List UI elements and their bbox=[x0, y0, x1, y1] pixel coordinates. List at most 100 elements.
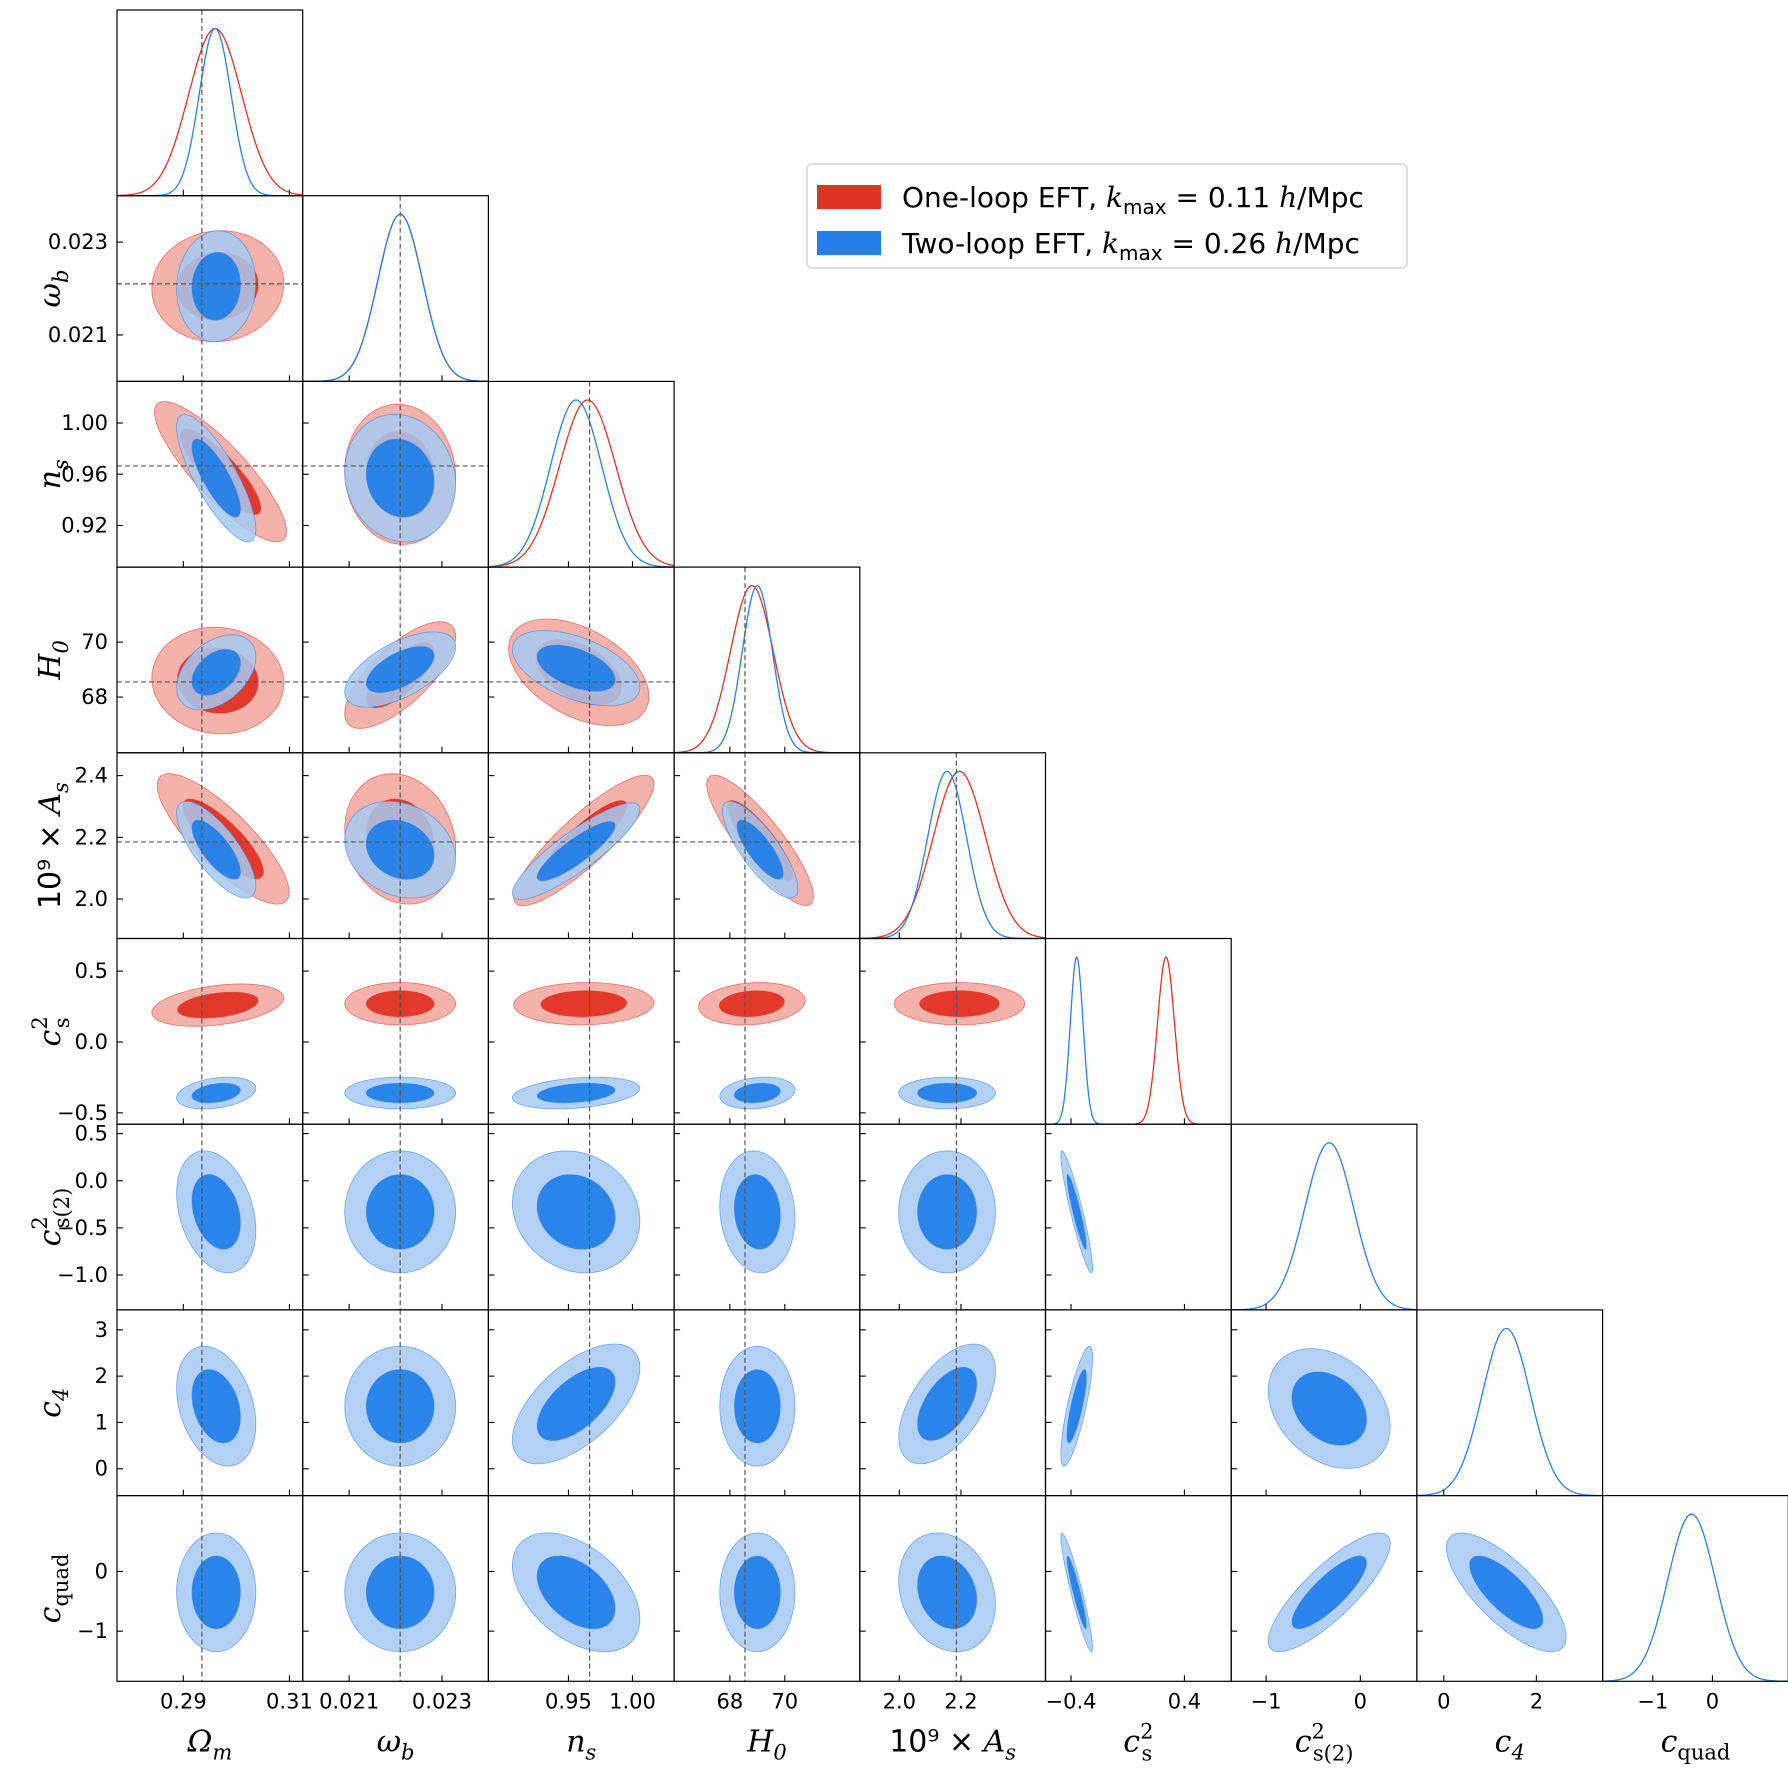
x-tick-label-as: 2.0 bbox=[883, 1689, 916, 1713]
panel-frame bbox=[1230, 1123, 1418, 1311]
panel-plot-area bbox=[719, 1124, 796, 1310]
panel-wb-wb bbox=[302, 195, 490, 382]
y-tick-label-cs2: 0.0 bbox=[75, 1169, 108, 1193]
y-tick-label-cs: 0.0 bbox=[75, 1030, 108, 1054]
marginal-curve-oneloopeft-wb bbox=[302, 213, 489, 382]
y-tick-label-cs2: −0.5 bbox=[57, 1216, 108, 1240]
panel-plot-area bbox=[344, 1309, 457, 1496]
panel-plot-area bbox=[893, 938, 1026, 1125]
legend: One-loop EFT, kmax = 0.11 h/Mpc Two-loop … bbox=[806, 163, 1408, 269]
y-tick-label-as: 2.2 bbox=[75, 825, 108, 849]
panel-wb-as bbox=[302, 752, 490, 940]
x-tick-label-wb: 0.021 bbox=[319, 1689, 379, 1713]
contour-68-twoloopeft-cs-cq bbox=[1066, 1555, 1087, 1629]
y-tick-label-ns: 0.92 bbox=[61, 513, 108, 537]
y-tick-label-h0: 68 bbox=[81, 685, 108, 709]
x-axis-title-cs: c2 s bbox=[1123, 1719, 1153, 1765]
panel-ns-ns bbox=[487, 380, 675, 568]
marginal-curve-oneloopeft-om bbox=[117, 27, 303, 196]
panel-om-cs: −0.5 0.0 0.5 c2s bbox=[28, 937, 304, 1125]
y-tick-label-cs: 0.5 bbox=[75, 959, 108, 983]
panel-h0-c4 bbox=[673, 1309, 861, 1497]
contour-68-twoloopeft-om-ns bbox=[191, 438, 241, 518]
y-tick-label-cq: 0 bbox=[95, 1559, 108, 1583]
panel-cq-cq: −1 0 cquad bbox=[1601, 1494, 1788, 1764]
panel-plot-area bbox=[151, 938, 285, 1125]
panel-wb-cs bbox=[302, 937, 490, 1125]
x-axis-title-wb: ωb bbox=[377, 1724, 415, 1764]
panel-frame bbox=[487, 380, 675, 568]
panel-plot-area bbox=[511, 1309, 641, 1496]
y-tick-label-cs: −0.5 bbox=[57, 1101, 108, 1125]
x-tick-label-ns: 1.00 bbox=[609, 1689, 656, 1713]
panel-h0-cs2 bbox=[673, 1123, 861, 1311]
panel-frame bbox=[302, 195, 490, 382]
y-tick-label-as: 2.4 bbox=[75, 764, 108, 788]
panel-plot-area bbox=[302, 195, 489, 382]
marginal-curve-twoloopeft-cs2 bbox=[1231, 1142, 1417, 1310]
panel-as-cq: 2.0 2.2 10⁹ × As bbox=[859, 1494, 1047, 1764]
panel-plot-area bbox=[1416, 1327, 1603, 1496]
y-tick-label-c4: 3 bbox=[95, 1318, 108, 1342]
panel-ns-c4 bbox=[487, 1309, 675, 1497]
panel-plot-area bbox=[117, 567, 303, 753]
panel-plot-area bbox=[1267, 1532, 1391, 1653]
panel-plot-area bbox=[898, 1309, 996, 1496]
panel-om-ns: 0.92 0.96 1.00 ns bbox=[33, 380, 304, 568]
contour-68-twoloopeft-cs2-cq bbox=[1291, 1555, 1367, 1630]
panel-frame bbox=[673, 566, 861, 754]
marginal-curve-twoloopeft-cq bbox=[1602, 1513, 1788, 1682]
contour-68-twoloopeft-c4-cq bbox=[1469, 1555, 1544, 1629]
panel-plot-area bbox=[488, 567, 675, 753]
panel-as-cs2 bbox=[859, 1123, 1047, 1311]
legend-swatch bbox=[817, 231, 881, 255]
panel-h0-cq: 68 70 H0 bbox=[673, 1494, 861, 1764]
y-tick-label-c4: 1 bbox=[95, 1410, 108, 1434]
legend-frame bbox=[806, 163, 1408, 269]
x-tick-label-cs2: −1 bbox=[1251, 1689, 1282, 1713]
marginal-curve-oneloopeft-ns bbox=[488, 399, 675, 568]
contour-68-twoloopeft-h0-cs bbox=[733, 1082, 781, 1104]
panel-plot-area bbox=[344, 1495, 457, 1682]
contour-68-twoloopeft-h0-cs2 bbox=[733, 1174, 781, 1250]
x-axis-title-ns: ns bbox=[566, 1724, 596, 1764]
panel-plot-area bbox=[1060, 1532, 1094, 1653]
panel-wb-cs2 bbox=[302, 1123, 490, 1311]
x-tick-label-ns: 0.95 bbox=[545, 1689, 592, 1713]
panel-ns-as bbox=[487, 752, 675, 940]
contour-68-twoloopeft-as-cs2 bbox=[917, 1174, 978, 1250]
y-tick-label-wb: 0.021 bbox=[48, 323, 108, 347]
contour-68-twoloopeft-h0-as bbox=[736, 819, 784, 880]
x-tick-label-cs: −0.4 bbox=[1046, 1689, 1097, 1713]
panel-plot-area bbox=[719, 1309, 796, 1496]
panel-wb-ns bbox=[302, 380, 490, 568]
panel-cs-cs bbox=[1044, 937, 1232, 1125]
contour-68-twoloopeft-as-cs bbox=[917, 1082, 978, 1104]
x-tick-label-h0: 68 bbox=[716, 1689, 743, 1713]
legend-swatch bbox=[817, 185, 881, 209]
x-axis-title-cs2: c2 s(2) bbox=[1295, 1719, 1354, 1765]
contour-68-oneloopeft-h0-cs bbox=[718, 990, 785, 1017]
marginal-curve-twoloopeft-h0 bbox=[674, 585, 860, 753]
y-tick-label-ns: 1.00 bbox=[61, 411, 108, 435]
panel-cs2-cs2 bbox=[1230, 1123, 1418, 1311]
y-tick-label-cs2: −1.0 bbox=[57, 1263, 108, 1287]
contour-68-twoloopeft-ns-cs2 bbox=[536, 1174, 616, 1250]
y-axis-title-wb: ωb bbox=[33, 270, 73, 308]
panel-frame bbox=[1601, 1494, 1788, 1682]
panel-plot-area bbox=[511, 1495, 641, 1682]
x-tick-label-c4: 2 bbox=[1530, 1689, 1543, 1713]
y-axis-title-cq: cquad bbox=[33, 1554, 73, 1624]
contour-68-twoloopeft-ns-cs bbox=[536, 1082, 616, 1104]
marginal-curve-twoloopeft-c4 bbox=[1416, 1327, 1603, 1496]
contour-68-twoloopeft-h0-cq bbox=[733, 1555, 781, 1630]
panel-plot-area bbox=[1045, 956, 1232, 1125]
y-tick-label-cs2: 0.5 bbox=[75, 1122, 108, 1146]
panel-frame bbox=[1044, 937, 1232, 1125]
panel-cs2-cq: −1 0c2 s(2) bbox=[1230, 1494, 1418, 1765]
panel-plot-area bbox=[719, 1495, 796, 1682]
contour-68-twoloopeft-ns-as bbox=[536, 821, 616, 882]
panel-plot-area bbox=[302, 381, 489, 568]
x-axis-title-h0: H0 bbox=[746, 1724, 787, 1764]
